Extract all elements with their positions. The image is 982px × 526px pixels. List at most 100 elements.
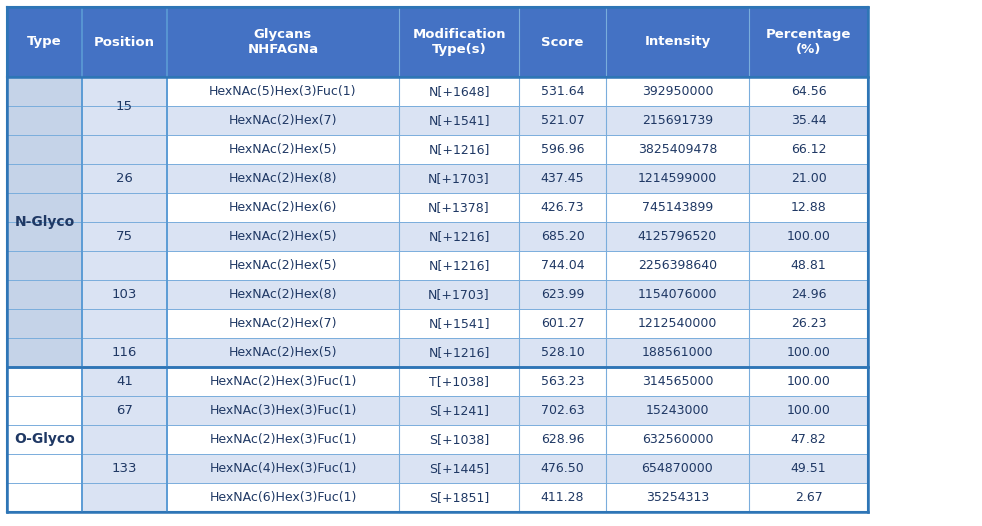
Text: HexNAc(2)Hex(5): HexNAc(2)Hex(5): [229, 143, 337, 156]
Bar: [399, 483, 519, 512]
Bar: [749, 454, 868, 483]
Bar: [399, 106, 519, 135]
Text: N[+1648]: N[+1648]: [428, 85, 490, 98]
Bar: [399, 396, 519, 425]
Bar: [7, 483, 82, 512]
Text: 411.28: 411.28: [541, 491, 584, 504]
Text: S[+1038]: S[+1038]: [429, 433, 489, 446]
Bar: [82, 7, 167, 77]
Text: 103: 103: [112, 288, 137, 301]
Bar: [749, 309, 868, 338]
Text: 100.00: 100.00: [787, 375, 831, 388]
Bar: [749, 106, 868, 135]
Bar: [606, 425, 749, 454]
Text: 476.50: 476.50: [541, 462, 584, 475]
Text: 2256398640: 2256398640: [638, 259, 717, 272]
Text: HexNAc(2)Hex(3)Fuc(1): HexNAc(2)Hex(3)Fuc(1): [209, 375, 356, 388]
Bar: [167, 193, 399, 222]
Bar: [519, 193, 606, 222]
Text: 531.64: 531.64: [541, 85, 584, 98]
Text: 1212540000: 1212540000: [638, 317, 717, 330]
Bar: [519, 77, 606, 106]
Bar: [82, 396, 167, 425]
Text: 601.27: 601.27: [541, 317, 584, 330]
Text: 314565000: 314565000: [642, 375, 713, 388]
Text: 628.96: 628.96: [541, 433, 584, 446]
Bar: [519, 164, 606, 193]
Text: 49.51: 49.51: [791, 462, 826, 475]
Bar: [399, 193, 519, 222]
Text: 48.81: 48.81: [791, 259, 827, 272]
Bar: [519, 367, 606, 396]
Bar: [519, 425, 606, 454]
Text: N[+1216]: N[+1216]: [428, 230, 490, 243]
Bar: [167, 77, 399, 106]
Bar: [167, 106, 399, 135]
Text: HexNAc(2)Hex(7): HexNAc(2)Hex(7): [229, 114, 337, 127]
Bar: [749, 222, 868, 251]
Text: 654870000: 654870000: [641, 462, 713, 475]
Text: 188561000: 188561000: [641, 346, 713, 359]
Bar: [749, 425, 868, 454]
Bar: [519, 280, 606, 309]
Bar: [7, 425, 82, 454]
Text: HexNAc(2)Hex(5): HexNAc(2)Hex(5): [229, 259, 337, 272]
Text: 41: 41: [116, 375, 133, 388]
Bar: [399, 164, 519, 193]
Bar: [606, 396, 749, 425]
Bar: [399, 425, 519, 454]
Bar: [7, 193, 82, 222]
Text: 133: 133: [112, 462, 137, 475]
Bar: [82, 338, 167, 367]
Bar: [399, 135, 519, 164]
Text: S[+1851]: S[+1851]: [429, 491, 489, 504]
Text: 1154076000: 1154076000: [637, 288, 717, 301]
Text: 215691739: 215691739: [642, 114, 713, 127]
Text: N[+1541]: N[+1541]: [428, 114, 490, 127]
Text: 100.00: 100.00: [787, 404, 831, 417]
Text: Glycans
NHFAGNa: Glycans NHFAGNa: [247, 28, 318, 56]
Bar: [606, 77, 749, 106]
Text: 21.00: 21.00: [791, 172, 827, 185]
Bar: [749, 251, 868, 280]
Bar: [82, 135, 167, 164]
Text: N-Glyco: N-Glyco: [15, 215, 75, 229]
Bar: [82, 425, 167, 454]
Text: 64.56: 64.56: [791, 85, 826, 98]
Bar: [7, 77, 82, 106]
Bar: [167, 425, 399, 454]
Text: Position: Position: [94, 35, 155, 48]
Bar: [7, 396, 82, 425]
Bar: [519, 454, 606, 483]
Bar: [7, 7, 82, 77]
Bar: [399, 454, 519, 483]
Bar: [82, 367, 167, 396]
Bar: [519, 135, 606, 164]
Bar: [82, 454, 167, 483]
Bar: [399, 251, 519, 280]
Bar: [606, 222, 749, 251]
Text: 3825409478: 3825409478: [638, 143, 717, 156]
Text: 75: 75: [116, 230, 133, 243]
Text: 35254313: 35254313: [646, 491, 709, 504]
Bar: [749, 77, 868, 106]
Text: HexNAc(2)Hex(8): HexNAc(2)Hex(8): [229, 172, 337, 185]
Bar: [606, 106, 749, 135]
Bar: [519, 338, 606, 367]
Text: N[+1216]: N[+1216]: [428, 143, 490, 156]
Text: HexNAc(4)Hex(3)Fuc(1): HexNAc(4)Hex(3)Fuc(1): [209, 462, 356, 475]
Text: N[+1216]: N[+1216]: [428, 346, 490, 359]
Text: 528.10: 528.10: [541, 346, 584, 359]
Text: 426.73: 426.73: [541, 201, 584, 214]
Bar: [7, 338, 82, 367]
Text: N[+1216]: N[+1216]: [428, 259, 490, 272]
Bar: [7, 454, 82, 483]
Bar: [7, 280, 82, 309]
Bar: [749, 338, 868, 367]
Text: N[+1703]: N[+1703]: [428, 172, 490, 185]
Text: HexNAc(6)Hex(3)Fuc(1): HexNAc(6)Hex(3)Fuc(1): [209, 491, 356, 504]
Text: N[+1541]: N[+1541]: [428, 317, 490, 330]
Bar: [7, 222, 82, 251]
Text: 26: 26: [116, 172, 133, 185]
Text: 24.96: 24.96: [791, 288, 826, 301]
